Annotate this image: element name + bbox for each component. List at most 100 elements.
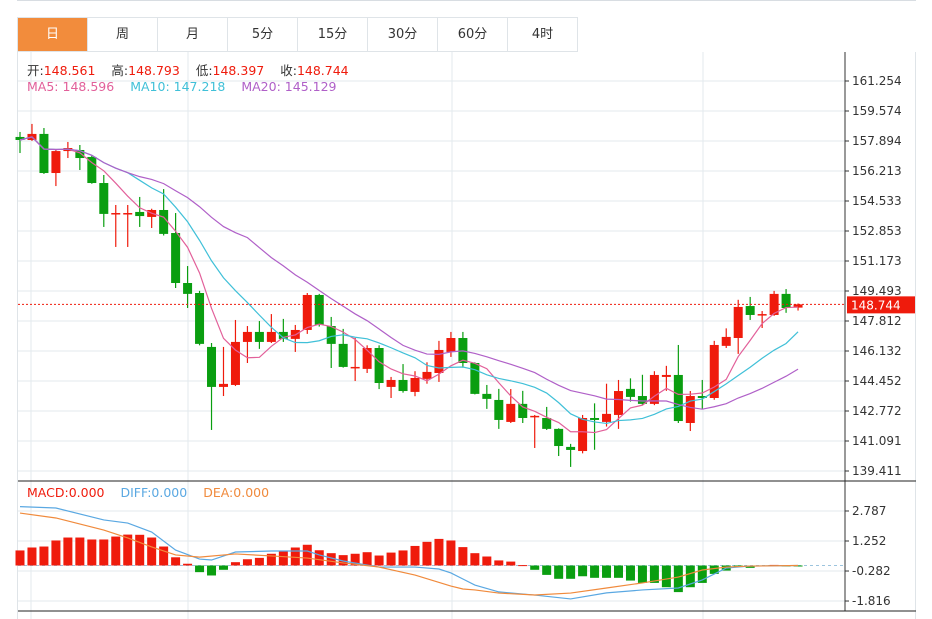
macd-bar bbox=[398, 550, 408, 566]
macd-bar bbox=[75, 537, 85, 566]
ma20-label: MA20: bbox=[241, 79, 281, 94]
tab-week[interactable]: 周 bbox=[88, 18, 158, 51]
macd-bar bbox=[614, 565, 623, 578]
candle bbox=[721, 328, 731, 348]
price-tick-label: 149.493 bbox=[852, 284, 902, 298]
candle-body bbox=[757, 314, 767, 316]
candle bbox=[171, 213, 181, 289]
candle-body bbox=[171, 233, 181, 284]
macd-bar bbox=[637, 565, 647, 583]
candle bbox=[338, 328, 348, 368]
macd-bar bbox=[350, 553, 360, 566]
ma5-line bbox=[19, 136, 799, 434]
low-value: 148.397 bbox=[212, 63, 265, 78]
candle bbox=[99, 174, 109, 227]
candle bbox=[159, 189, 169, 236]
candle-body bbox=[242, 331, 252, 342]
price-tick-label: 152.853 bbox=[852, 224, 902, 238]
macd-bar bbox=[63, 537, 73, 566]
macd-bar bbox=[147, 537, 157, 566]
macd-bar bbox=[661, 565, 671, 588]
macd-bar bbox=[207, 565, 217, 576]
price-tick-label: 139.411 bbox=[852, 464, 902, 478]
candle-body bbox=[781, 293, 791, 309]
candle bbox=[183, 266, 193, 309]
price-tick-label: 141.091 bbox=[852, 434, 902, 448]
candle-body bbox=[374, 347, 384, 383]
macd-bar bbox=[685, 565, 695, 588]
candle bbox=[374, 345, 384, 390]
candle bbox=[685, 391, 695, 432]
candle-body bbox=[218, 383, 228, 387]
candle-body bbox=[398, 379, 408, 392]
tab-day[interactable]: 日 bbox=[18, 18, 88, 51]
candle bbox=[242, 326, 252, 363]
tab-30min[interactable]: 30分 bbox=[368, 18, 438, 51]
dea-value: 0.000 bbox=[233, 485, 270, 500]
macd-tick-label: -1.816 bbox=[852, 594, 891, 608]
macd-bar bbox=[494, 560, 504, 566]
macd-bar bbox=[27, 547, 37, 566]
candle-body bbox=[661, 374, 671, 377]
dea-line bbox=[19, 512, 799, 596]
macd-bar bbox=[386, 552, 396, 566]
macd-bar bbox=[123, 534, 133, 566]
macd-bar bbox=[625, 565, 635, 581]
macd-bar bbox=[266, 553, 276, 566]
candle bbox=[602, 383, 612, 427]
macd-tick-label: 2.787 bbox=[852, 504, 886, 518]
macd-bar bbox=[673, 565, 683, 593]
tab-15min[interactable]: 15分 bbox=[298, 18, 368, 51]
candle bbox=[745, 296, 755, 320]
macd-bar bbox=[51, 540, 61, 566]
candle-body bbox=[207, 346, 217, 387]
period-tabs: 日 周 月 5分 15分 30分 60分 4时 bbox=[17, 17, 578, 52]
candle bbox=[757, 311, 767, 329]
candle bbox=[673, 344, 683, 423]
tab-4hour[interactable]: 4时 bbox=[508, 18, 578, 51]
macd-bar bbox=[159, 546, 169, 566]
candle bbox=[446, 331, 456, 357]
candle-body bbox=[745, 306, 755, 315]
candle-body bbox=[649, 374, 659, 404]
candle bbox=[554, 428, 564, 457]
tab-60min[interactable]: 60分 bbox=[438, 18, 508, 51]
candle-body bbox=[75, 149, 85, 159]
macd-bar bbox=[518, 565, 528, 567]
macd-bar bbox=[314, 550, 324, 566]
price-tick-label: 161.254 bbox=[852, 74, 902, 88]
tab-month[interactable]: 月 bbox=[158, 18, 228, 51]
candle bbox=[470, 362, 480, 395]
candle-body bbox=[733, 306, 743, 339]
macd-bar bbox=[278, 551, 288, 566]
candle-body bbox=[15, 136, 25, 140]
tab-5min[interactable]: 5分 bbox=[228, 18, 298, 51]
price-tick-label: 159.574 bbox=[852, 104, 902, 118]
candle bbox=[218, 346, 228, 397]
diff-value: 0.000 bbox=[151, 485, 188, 500]
candle-body bbox=[506, 403, 516, 422]
macd-bar bbox=[171, 557, 181, 566]
macd-bar bbox=[542, 565, 552, 575]
candle bbox=[195, 290, 205, 346]
price-tick-label: 154.533 bbox=[852, 194, 902, 208]
candle bbox=[709, 340, 719, 400]
ma10-label: MA10: bbox=[130, 79, 170, 94]
high-label: 高: bbox=[111, 63, 129, 78]
macd-bar bbox=[566, 565, 576, 579]
candle bbox=[649, 371, 659, 406]
candle-body bbox=[386, 379, 396, 387]
candle-body bbox=[470, 362, 480, 394]
macd-tick-label: 1.252 bbox=[852, 534, 886, 548]
candle bbox=[51, 149, 61, 187]
macd-bar bbox=[506, 561, 516, 566]
candle-body bbox=[135, 211, 145, 217]
candle-body bbox=[602, 413, 612, 422]
candle-body bbox=[709, 344, 719, 398]
macd-bar bbox=[135, 534, 145, 566]
price-tick-label: 144.452 bbox=[852, 374, 902, 388]
candle-body bbox=[183, 283, 193, 294]
candle bbox=[482, 384, 492, 409]
macd-bar bbox=[338, 555, 348, 566]
